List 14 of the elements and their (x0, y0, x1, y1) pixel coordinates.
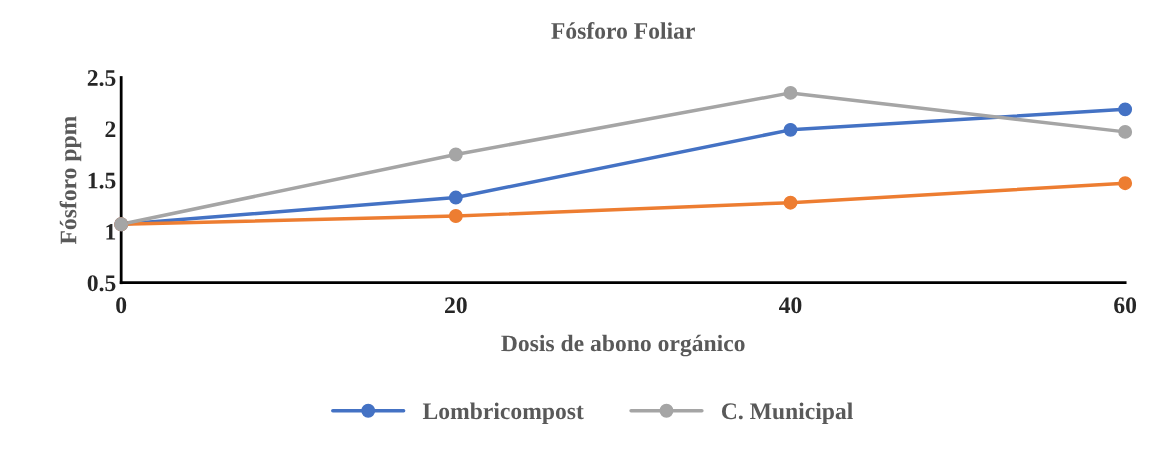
x-tick-label: 60 (1114, 297, 1137, 314)
x-tick-label: 40 (779, 297, 802, 314)
legend-label: Lombricompost (422, 402, 584, 425)
y-tick-label: 2.5 (87, 70, 116, 87)
y-tick-label: 2 (105, 121, 116, 138)
y-tick-label: 0.5 (87, 275, 116, 292)
x-axis-title: Dosis de abono orgánico (501, 334, 745, 357)
y-tick-label: 1 (106, 224, 116, 240)
legend-label: C. Municipal (721, 402, 853, 425)
x-tick-label: 0 (116, 297, 127, 314)
y-tick-label: 1.5 (88, 172, 116, 189)
chart-title: Fósforo Foliar (551, 22, 695, 39)
x-tick-label: 20 (445, 297, 467, 314)
y-axis-title: Fósforo ppm (59, 116, 82, 245)
